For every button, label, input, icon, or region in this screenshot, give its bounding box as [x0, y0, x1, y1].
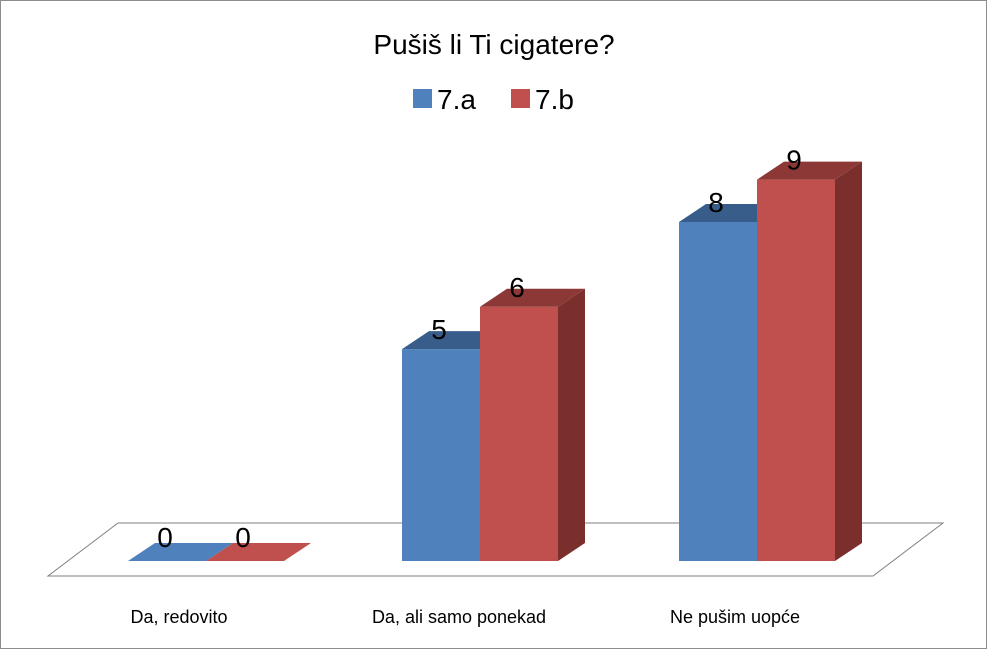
bar-7b-2: [757, 161, 862, 561]
category-label-2: Ne pušim uopće: [670, 607, 800, 627]
bar-7a-2-front: [679, 222, 757, 561]
bar-7b-0-top: [206, 543, 311, 561]
x-axis-labels: Da, redovito Da, ali samo ponekad Ne pušim…: [130, 607, 800, 627]
category-label-0: Da, redovito: [130, 607, 227, 627]
legend: 7.a 7.b: [413, 84, 574, 115]
legend-swatch-7b: [511, 89, 530, 108]
legend-swatch-7a: [413, 89, 432, 108]
data-label-7b-1: 6: [509, 272, 525, 303]
legend-label-7b: 7.b: [535, 84, 574, 115]
legend-label-7a: 7.a: [437, 84, 476, 115]
bar-7b-1-side: [558, 288, 585, 561]
bar-7b-2-top: [757, 161, 862, 180]
data-label-7b-0: 0: [235, 522, 251, 553]
chart-title: Pušiš li Ti cigatere?: [373, 29, 614, 60]
bar-7b-1: [480, 288, 585, 561]
bar-7b-2-side: [835, 161, 862, 561]
bar-7a-0: [128, 543, 233, 561]
data-labels: 0 0 5 6 8 9: [157, 145, 802, 553]
bar-7a-0-top: [128, 543, 233, 561]
data-label-7b-2: 9: [786, 145, 802, 176]
bar-7b-0: [206, 543, 311, 561]
data-label-7a-1: 5: [431, 314, 447, 345]
category-label-1: Da, ali samo ponekad: [372, 607, 546, 627]
bar-7b-1-top: [480, 288, 585, 307]
bar-7b-1-front: [480, 306, 558, 561]
data-label-7a-0: 0: [157, 522, 173, 553]
bar-7b-2-front: [757, 179, 835, 561]
bar-7a-1-front: [402, 349, 480, 561]
data-label-7a-2: 8: [708, 187, 724, 218]
chart-bars: [128, 161, 862, 561]
